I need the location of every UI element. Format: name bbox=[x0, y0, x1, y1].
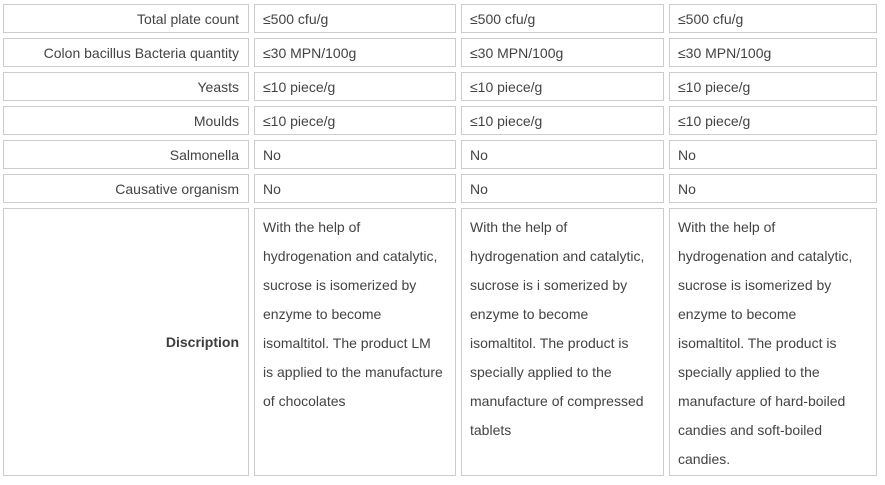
colon-bacillus-value-1: ≤30 MPN/100g bbox=[254, 38, 456, 67]
moulds-value-2: ≤10 piece/g bbox=[461, 106, 664, 135]
yeasts-value-3: ≤10 piece/g bbox=[669, 72, 877, 101]
table-row-salmonella: Salmonella No No No bbox=[3, 140, 877, 169]
colon-bacillus-value-2: ≤30 MPN/100g bbox=[461, 38, 664, 67]
discription-value-2: With the help of hydrogenation and catal… bbox=[461, 208, 664, 476]
moulds-value-1: ≤10 piece/g bbox=[254, 106, 456, 135]
salmonella-value-2: No bbox=[461, 140, 664, 169]
table-row-discription: Discription With the help of hydrogenati… bbox=[3, 208, 877, 476]
row-label-moulds: Moulds bbox=[3, 106, 249, 135]
yeasts-value-2: ≤10 piece/g bbox=[461, 72, 664, 101]
row-label-total-plate-count: Total plate count bbox=[3, 4, 249, 33]
table-row-colon-bacillus: Colon bacillus Bacteria quantity ≤30 MPN… bbox=[3, 38, 877, 67]
causative-organism-value-2: No bbox=[461, 174, 664, 203]
yeasts-value-1: ≤10 piece/g bbox=[254, 72, 456, 101]
row-label-discription: Discription bbox=[3, 208, 249, 476]
table-row-causative-organism: Causative organism No No No bbox=[3, 174, 877, 203]
table-row-yeasts: Yeasts ≤10 piece/g ≤10 piece/g ≤10 piece… bbox=[3, 72, 877, 101]
moulds-value-3: ≤10 piece/g bbox=[669, 106, 877, 135]
causative-organism-value-1: No bbox=[254, 174, 456, 203]
salmonella-value-3: No bbox=[669, 140, 877, 169]
row-label-colon-bacillus: Colon bacillus Bacteria quantity bbox=[3, 38, 249, 67]
total-plate-count-value-1: ≤500 cfu/g bbox=[254, 4, 456, 33]
discription-value-3: With the help of hydrogenation and catal… bbox=[669, 208, 877, 476]
salmonella-value-1: No bbox=[254, 140, 456, 169]
causative-organism-value-3: No bbox=[669, 174, 877, 203]
total-plate-count-value-3: ≤500 cfu/g bbox=[669, 4, 877, 33]
row-label-yeasts: Yeasts bbox=[3, 72, 249, 101]
discription-value-1: With the help of hydrogenation and catal… bbox=[254, 208, 456, 476]
row-label-salmonella: Salmonella bbox=[3, 140, 249, 169]
total-plate-count-value-2: ≤500 cfu/g bbox=[461, 4, 664, 33]
row-label-causative-organism: Causative organism bbox=[3, 174, 249, 203]
colon-bacillus-value-3: ≤30 MPN/100g bbox=[669, 38, 877, 67]
table-row-moulds: Moulds ≤10 piece/g ≤10 piece/g ≤10 piece… bbox=[3, 106, 877, 135]
table-row-total-plate-count: Total plate count ≤500 cfu/g ≤500 cfu/g … bbox=[3, 4, 877, 33]
